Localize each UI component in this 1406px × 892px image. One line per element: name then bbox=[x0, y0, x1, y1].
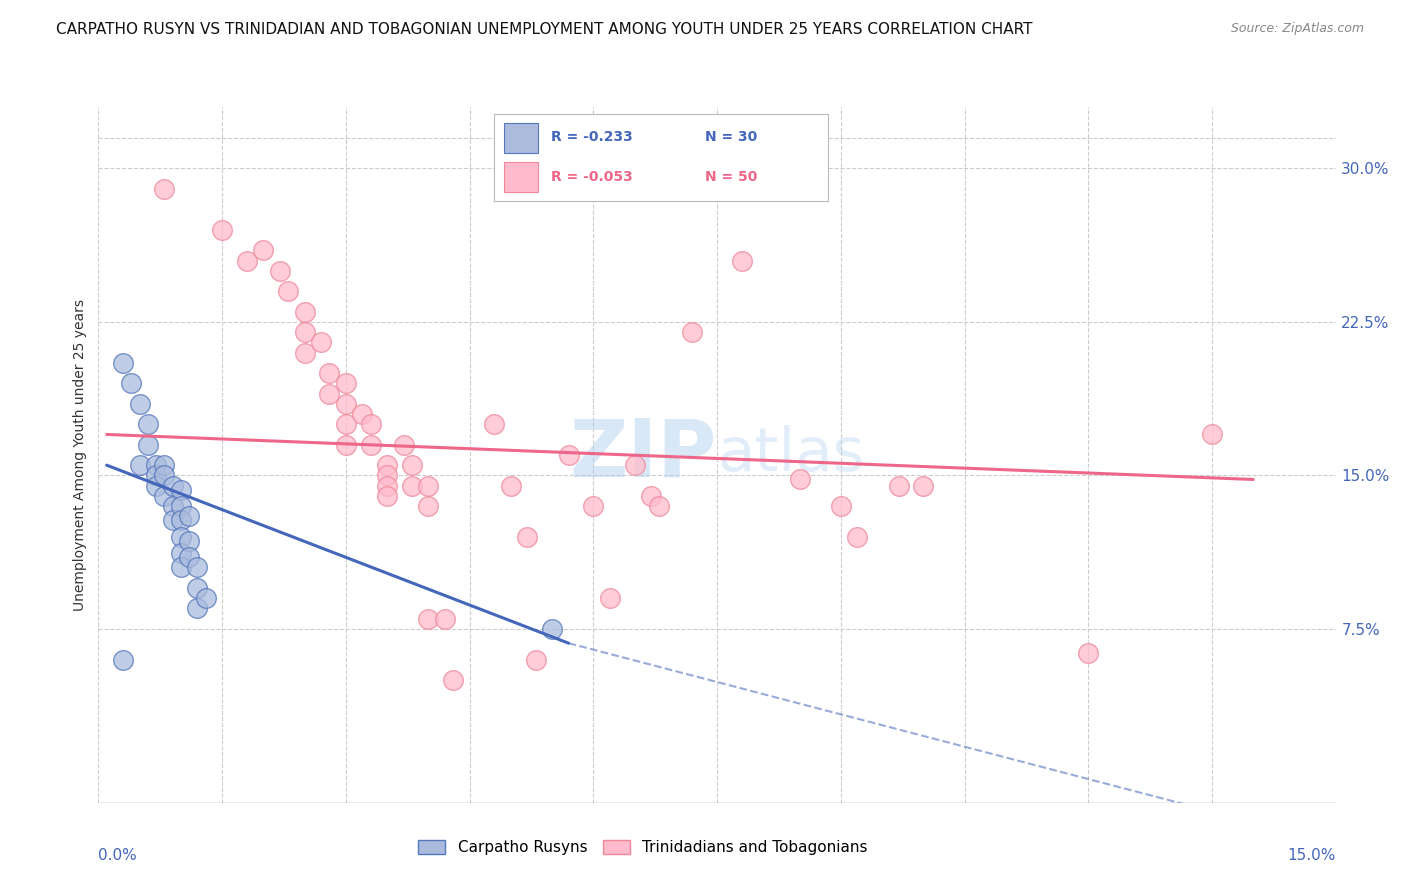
Point bbox=[186, 581, 208, 595]
Point bbox=[375, 489, 398, 503]
Point bbox=[120, 376, 142, 391]
Point bbox=[153, 458, 176, 472]
Point bbox=[557, 448, 579, 462]
Point bbox=[401, 478, 423, 492]
Point bbox=[170, 513, 193, 527]
Point bbox=[541, 622, 564, 636]
Point bbox=[186, 560, 208, 574]
Point bbox=[269, 264, 291, 278]
Point bbox=[524, 652, 547, 666]
Point bbox=[145, 478, 167, 492]
Point bbox=[294, 345, 316, 359]
Point bbox=[335, 397, 357, 411]
Point bbox=[418, 478, 440, 492]
Point bbox=[335, 417, 357, 432]
Text: CARPATHO RUSYN VS TRINIDADIAN AND TOBAGONIAN UNEMPLOYMENT AMONG YOUTH UNDER 25 Y: CARPATHO RUSYN VS TRINIDADIAN AND TOBAGO… bbox=[56, 22, 1033, 37]
Point bbox=[401, 458, 423, 472]
Point bbox=[318, 386, 340, 401]
Point bbox=[294, 325, 316, 339]
Point bbox=[1077, 647, 1099, 661]
Point bbox=[623, 458, 645, 472]
Point bbox=[128, 458, 150, 472]
Point bbox=[179, 509, 201, 524]
Point bbox=[170, 546, 193, 560]
Point bbox=[441, 673, 464, 687]
Point bbox=[294, 304, 316, 318]
Point bbox=[640, 489, 662, 503]
Point bbox=[318, 366, 340, 380]
Point bbox=[912, 478, 935, 492]
Point bbox=[648, 499, 671, 513]
Point bbox=[375, 468, 398, 483]
Point bbox=[1201, 427, 1223, 442]
Point bbox=[484, 417, 506, 432]
Point bbox=[277, 284, 299, 298]
Point bbox=[153, 468, 176, 483]
Point bbox=[252, 244, 274, 258]
Point bbox=[179, 550, 201, 565]
Point bbox=[433, 612, 456, 626]
Point bbox=[186, 601, 208, 615]
Text: atlas: atlas bbox=[717, 425, 865, 484]
Point bbox=[179, 533, 201, 548]
Text: ZIP: ZIP bbox=[569, 416, 717, 494]
Point bbox=[392, 438, 415, 452]
Point bbox=[789, 473, 811, 487]
Point bbox=[162, 513, 184, 527]
Point bbox=[830, 499, 852, 513]
Point bbox=[162, 499, 184, 513]
Point bbox=[309, 335, 332, 350]
Point bbox=[128, 397, 150, 411]
Point bbox=[352, 407, 374, 421]
Text: 15.0%: 15.0% bbox=[1288, 847, 1336, 863]
Point bbox=[236, 253, 259, 268]
Point bbox=[846, 530, 869, 544]
Point bbox=[731, 253, 754, 268]
Text: 0.0%: 0.0% bbox=[98, 847, 138, 863]
Point bbox=[170, 499, 193, 513]
Point bbox=[499, 478, 522, 492]
Point bbox=[375, 458, 398, 472]
Point bbox=[112, 652, 135, 666]
Legend: Carpatho Rusyns, Trinidadians and Tobagonians: Carpatho Rusyns, Trinidadians and Tobago… bbox=[412, 834, 875, 862]
Point bbox=[194, 591, 217, 606]
Point bbox=[360, 417, 382, 432]
Point bbox=[136, 417, 159, 432]
Y-axis label: Unemployment Among Youth under 25 years: Unemployment Among Youth under 25 years bbox=[73, 299, 87, 611]
Point bbox=[170, 483, 193, 497]
Point bbox=[145, 468, 167, 483]
Point bbox=[162, 478, 184, 492]
Point bbox=[335, 438, 357, 452]
Point bbox=[170, 560, 193, 574]
Point bbox=[360, 438, 382, 452]
Point bbox=[153, 489, 176, 503]
Point bbox=[136, 438, 159, 452]
Point bbox=[153, 182, 176, 196]
Point bbox=[681, 325, 703, 339]
Point bbox=[887, 478, 910, 492]
Point bbox=[375, 478, 398, 492]
Text: Source: ZipAtlas.com: Source: ZipAtlas.com bbox=[1230, 22, 1364, 36]
Point bbox=[582, 499, 605, 513]
Point bbox=[418, 612, 440, 626]
Point bbox=[145, 458, 167, 472]
Point bbox=[170, 530, 193, 544]
Point bbox=[112, 356, 135, 370]
Point bbox=[335, 376, 357, 391]
Point bbox=[516, 530, 538, 544]
Point bbox=[599, 591, 621, 606]
Point bbox=[418, 499, 440, 513]
Point bbox=[211, 223, 233, 237]
